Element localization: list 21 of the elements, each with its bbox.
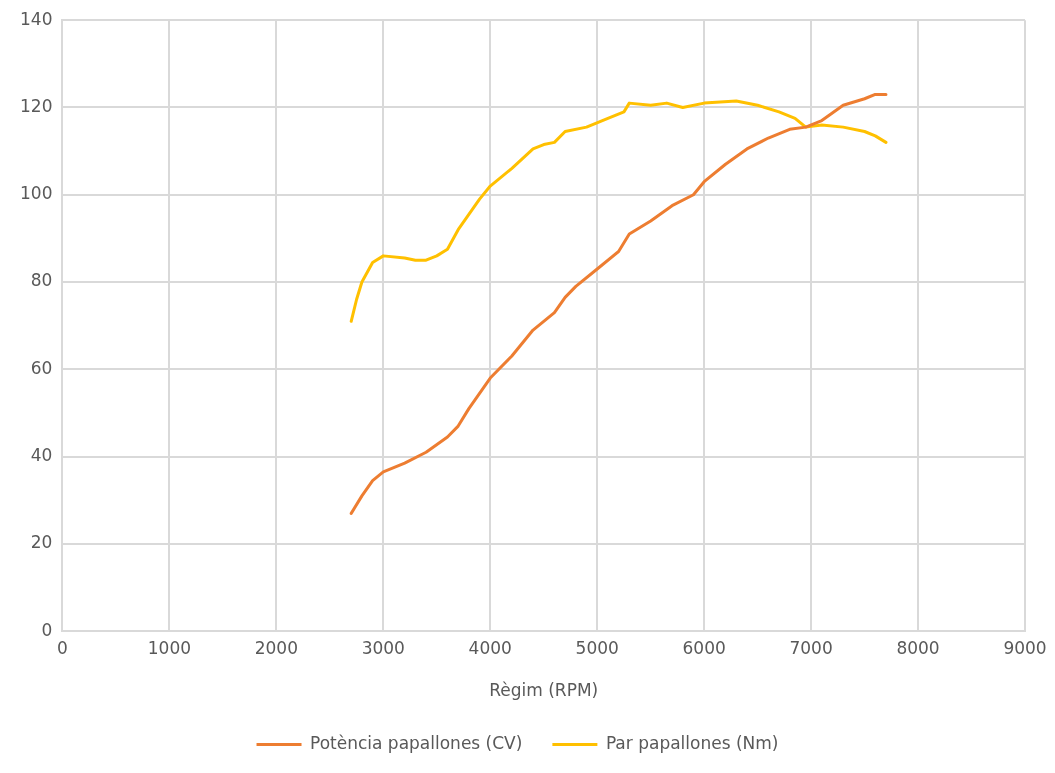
y-tick-label: 140 [19, 8, 53, 29]
y-tick-label: 40 [30, 445, 53, 466]
x-tick-label: 8000 [896, 637, 940, 658]
x-tick-label: 0 [57, 637, 68, 658]
x-tick-label: 3000 [361, 637, 405, 658]
y-tick-label: 0 [41, 619, 53, 640]
y-tick-label: 100 [19, 183, 53, 204]
legend-label: Par papallones (Nm) [605, 732, 779, 753]
x-tick-label: 1000 [147, 637, 192, 658]
y-tick-label: 80 [30, 270, 53, 291]
x-axis-title: Règim (RPM) [489, 680, 599, 701]
x-tick-label: 2000 [254, 637, 298, 658]
x-tick-label: 6000 [682, 637, 726, 658]
x-tick-label: 5000 [575, 637, 619, 658]
y-tick-label: 20 [30, 532, 53, 553]
x-tick-label: 9000 [1003, 637, 1047, 658]
x-tick-label: 4000 [468, 637, 512, 658]
y-tick-label: 60 [30, 357, 53, 378]
x-tick-label: 7000 [789, 637, 833, 658]
y-tick-label: 120 [19, 95, 53, 116]
legend-label: Potència papallones (CV) [310, 732, 523, 753]
